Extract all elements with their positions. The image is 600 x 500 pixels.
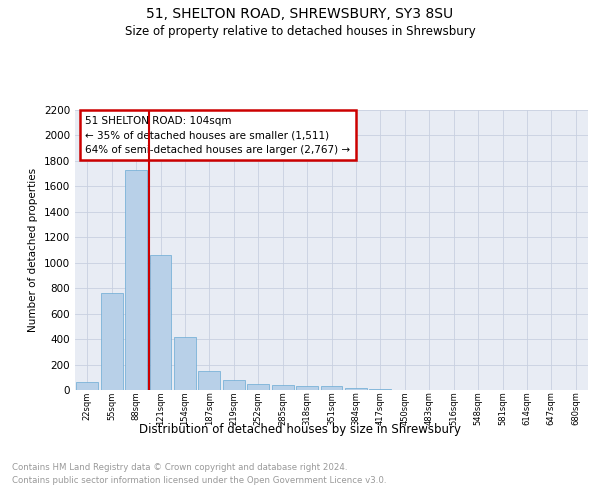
Bar [370, 388, 391, 390]
Text: 51 SHELTON ROAD: 104sqm
← 35% of detached houses are smaller (1,511)
64% of semi: 51 SHELTON ROAD: 104sqm ← 35% of detache… [85, 116, 350, 155]
Text: Distribution of detached houses by size in Shrewsbury: Distribution of detached houses by size … [139, 422, 461, 436]
Bar [345, 388, 367, 390]
Bar [76, 382, 98, 390]
Bar [149, 255, 172, 390]
Text: Contains public sector information licensed under the Open Government Licence v3: Contains public sector information licen… [12, 476, 386, 485]
Text: Size of property relative to detached houses in Shrewsbury: Size of property relative to detached ho… [125, 25, 475, 38]
Bar [272, 385, 293, 390]
Bar [101, 294, 122, 390]
Text: 51, SHELTON ROAD, SHREWSBURY, SY3 8SU: 51, SHELTON ROAD, SHREWSBURY, SY3 8SU [146, 8, 454, 22]
Bar [247, 384, 269, 390]
Bar [199, 371, 220, 390]
Bar [174, 336, 196, 390]
Bar [223, 380, 245, 390]
Text: Contains HM Land Registry data © Crown copyright and database right 2024.: Contains HM Land Registry data © Crown c… [12, 462, 347, 471]
Bar [125, 170, 147, 390]
Bar [320, 386, 343, 390]
Y-axis label: Number of detached properties: Number of detached properties [28, 168, 38, 332]
Bar [296, 386, 318, 390]
